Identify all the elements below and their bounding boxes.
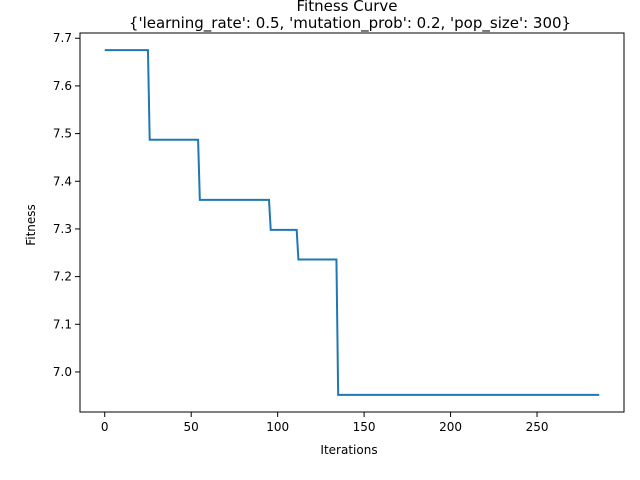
y-tick-label: 7.5 — [53, 127, 72, 141]
x-tick-label: 0 — [101, 420, 109, 434]
x-axis-ticks: 0 50 100 150 200 250 — [101, 412, 549, 434]
y-tick-label: 7.3 — [53, 222, 72, 236]
y-tick-label: 7.6 — [53, 79, 72, 93]
fitness-line — [104, 49, 600, 396]
x-tick-label: 100 — [266, 420, 289, 434]
plot-area — [104, 49, 600, 396]
x-tick-label: 50 — [184, 420, 199, 434]
chart-subtitle: {'learning_rate': 0.5, 'mutation_prob': … — [129, 14, 571, 33]
y-tick-label: 7.1 — [53, 317, 72, 331]
y-axis-label: Fitness — [24, 204, 38, 246]
x-axis-label: Iterations — [320, 443, 377, 457]
y-tick-label: 7.0 — [53, 365, 72, 379]
y-axis-ticks: 7.0 7.1 7.2 7.3 7.4 7.5 7.6 7.7 — [53, 31, 80, 379]
chart-title: Fitness Curve — [297, 0, 398, 15]
x-tick-label: 250 — [526, 420, 549, 434]
y-tick-label: 7.4 — [53, 174, 72, 188]
x-tick-label: 150 — [353, 420, 376, 434]
y-tick-label: 7.7 — [53, 31, 72, 45]
y-tick-label: 7.2 — [53, 270, 72, 284]
axes-frame — [79, 32, 625, 413]
x-tick-label: 200 — [439, 420, 462, 434]
